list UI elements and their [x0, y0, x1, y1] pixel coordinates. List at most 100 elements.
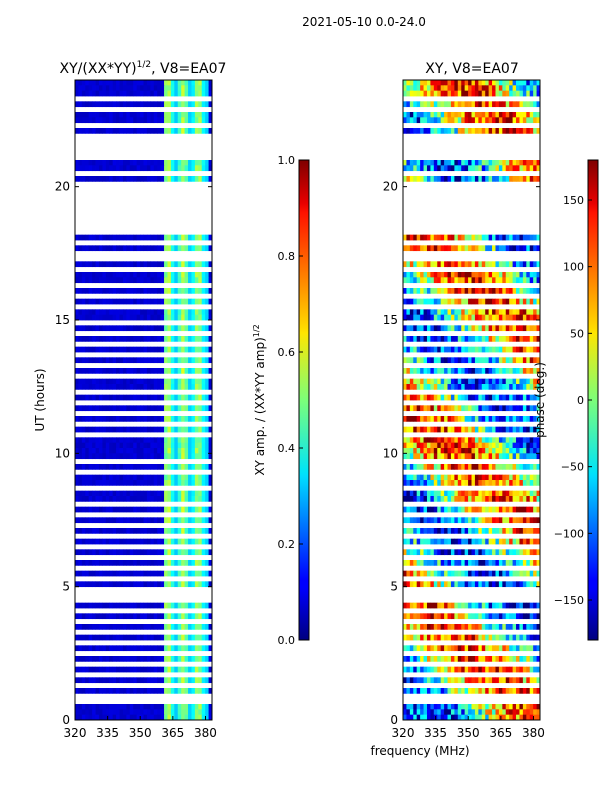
phase-cell [444, 325, 448, 332]
amp-cell [177, 101, 182, 108]
phase-cell [512, 298, 517, 305]
amp-cell [194, 314, 199, 321]
amp-cell [194, 394, 199, 401]
phase-cell [454, 298, 459, 305]
amp-cell [201, 448, 206, 454]
amp-cell [126, 112, 131, 118]
amp-cell [146, 325, 151, 332]
amp-cell [143, 378, 148, 385]
amp-cell [133, 416, 138, 422]
amp-cell [201, 506, 206, 513]
phase-cell [502, 480, 507, 486]
amp-cell [208, 405, 213, 412]
phase-cell [457, 688, 462, 694]
amp-cell [78, 288, 83, 294]
amp-cell [116, 261, 120, 268]
amp-cell [205, 528, 209, 534]
phase-cell [406, 314, 411, 321]
phase-cell [454, 560, 459, 566]
phase-cell [529, 448, 534, 454]
amp-cell [140, 442, 144, 449]
phase-cell [481, 448, 486, 454]
phase-cell [457, 426, 462, 433]
phase-cell [413, 336, 418, 342]
phase-cell [509, 602, 513, 609]
amp-cell [153, 90, 158, 97]
phase-cell [440, 234, 445, 241]
phase-cell [416, 277, 421, 284]
amp-cell [105, 656, 110, 662]
amp-cell [146, 442, 151, 449]
amp-cell [85, 528, 90, 534]
amp-cell [191, 85, 196, 92]
amp-cell [188, 101, 192, 108]
phase-cell [529, 709, 534, 716]
amp-cell [105, 80, 110, 86]
amp-cell [140, 160, 144, 166]
amp-cell [95, 464, 100, 470]
amp-cell [208, 490, 213, 497]
phase-cell [461, 261, 466, 268]
amp-cell [95, 394, 100, 401]
phase-cell [502, 656, 507, 662]
amp-cell [167, 480, 172, 486]
amp-cell [116, 570, 120, 577]
amp-cell [126, 496, 131, 502]
phase-cell [423, 346, 428, 353]
amp-cell [140, 80, 144, 86]
amp-cell [129, 90, 134, 97]
phase-cell [444, 165, 448, 172]
amp-cell [81, 336, 86, 342]
phase-cell [403, 394, 407, 401]
phase-cell [437, 288, 442, 294]
phase-cell [512, 666, 517, 673]
amp-cell [116, 656, 120, 662]
amp-cell [119, 634, 124, 641]
phase-cell [495, 602, 500, 609]
phase-cell [420, 346, 424, 353]
phase-cell [522, 496, 527, 502]
amp-cell [88, 314, 93, 321]
amp-cell [136, 384, 141, 390]
phase-cell [447, 346, 452, 353]
phase-cell [454, 624, 459, 630]
amp-cell [146, 506, 151, 513]
amp-cell [75, 613, 79, 620]
amp-cell [160, 506, 165, 513]
phase-cell [529, 560, 534, 566]
phase-cell [437, 538, 442, 545]
phase-cell [498, 165, 503, 172]
amp-cell [105, 85, 110, 92]
phase-cell [437, 688, 442, 694]
amp-cell [170, 442, 175, 449]
amp-cell [126, 517, 131, 524]
phase-cell [437, 709, 442, 716]
phase-cell [533, 490, 537, 497]
phase-cell [478, 277, 483, 284]
amp-cell [198, 496, 203, 502]
phase-cell [519, 85, 524, 92]
amp-panel-title: XY/(XX*YY)1/2, V8=EA07 [60, 60, 227, 77]
amp-cell [177, 506, 182, 513]
amp-cell [78, 128, 83, 134]
phase-cell [505, 490, 510, 497]
phase-cell [433, 656, 438, 662]
amp-cell [81, 490, 86, 497]
phase-cell [495, 101, 500, 108]
amp-cell [208, 645, 213, 652]
phase-cell [516, 384, 520, 390]
amp-cell [160, 165, 165, 172]
amp-cell [78, 165, 83, 172]
amp-cell [177, 426, 182, 433]
amp-cell [188, 677, 192, 684]
phase-cell [529, 336, 534, 342]
amp-cell [170, 368, 175, 374]
phase-cell [457, 448, 462, 454]
phase-cell [433, 490, 438, 497]
phase-cell [495, 288, 500, 294]
phase-cell [474, 277, 479, 284]
amp-cell [119, 85, 124, 92]
amp-cell [157, 309, 162, 316]
phase-cell [485, 336, 490, 342]
phase-cell [529, 288, 534, 294]
